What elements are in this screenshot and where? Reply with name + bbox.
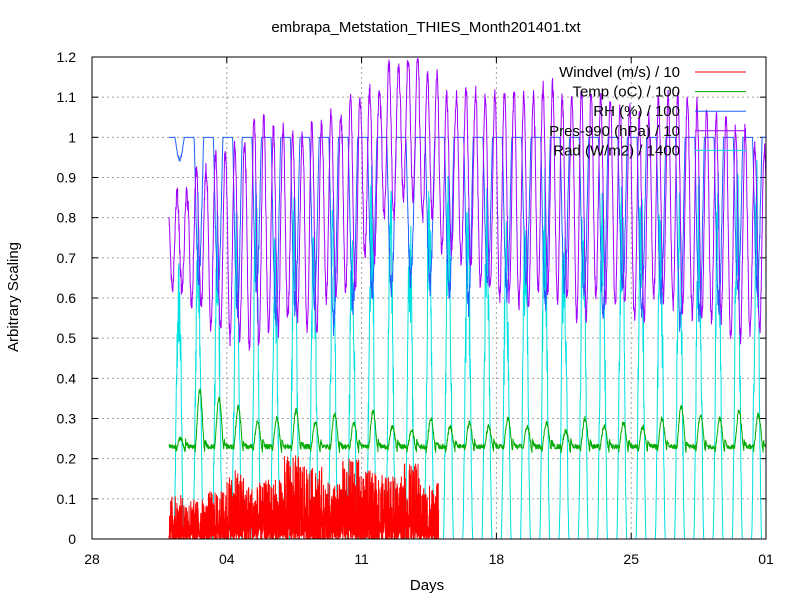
y-tick-label: 0 — [68, 531, 76, 547]
y-tick-label: 1 — [68, 129, 76, 145]
x-axis-label: Days — [410, 577, 444, 594]
series-4-line — [168, 57, 767, 351]
y-tick-label: 0.1 — [57, 491, 77, 507]
y-tick-label: 0.9 — [57, 170, 77, 186]
x-tick-label: 04 — [219, 551, 235, 567]
x-tick-label: 11 — [354, 551, 369, 567]
series-1-line — [168, 455, 440, 540]
y-axis-label: Arbitrary Scaling — [5, 242, 22, 352]
series-5-line — [168, 159, 766, 540]
y-tick-label: 0.2 — [57, 451, 77, 467]
y-tick-label: 0.7 — [57, 250, 77, 266]
x-tick-label: 18 — [489, 551, 505, 567]
grid — [92, 57, 766, 539]
axis-ticks: 0 0.1 0.2 0.3 0.4 0.5 0.6 0.7 0.8 0.9 1 1.1 1.2 28 04 1… — [57, 49, 774, 567]
y-tick-label: 1.1 — [57, 89, 77, 105]
legend-label: RH (%) / 100 — [593, 103, 680, 120]
y-tick-label: 0.6 — [57, 290, 77, 306]
y-tick-label: 0.3 — [57, 411, 77, 427]
legend-label: Temp (oC) / 100 — [572, 84, 680, 101]
y-tick-label: 0.8 — [57, 210, 77, 226]
y-tick-label: 0.5 — [57, 330, 77, 346]
x-tick-label: 01 — [758, 551, 774, 567]
chart-title: embrapa_Metstation_THIES_Month201401.txt — [271, 19, 581, 36]
legend: Windvel (m/s) / 10 Temp (oC) / 100 RH (%) … — [549, 64, 746, 159]
legend-label: Pres-990 (hPa) / 10 — [549, 123, 680, 140]
x-tick-label: 28 — [84, 551, 100, 567]
y-tick-label: 1.2 — [57, 49, 77, 65]
y-tick-label: 0.4 — [57, 370, 77, 386]
legend-label: Rad (W/m2) / 1400 — [553, 142, 680, 159]
x-tick-label: 25 — [623, 551, 639, 567]
legend-label: Windvel (m/s) / 10 — [559, 64, 680, 81]
series-2-line — [168, 388, 767, 454]
plot-frame — [91, 56, 767, 540]
